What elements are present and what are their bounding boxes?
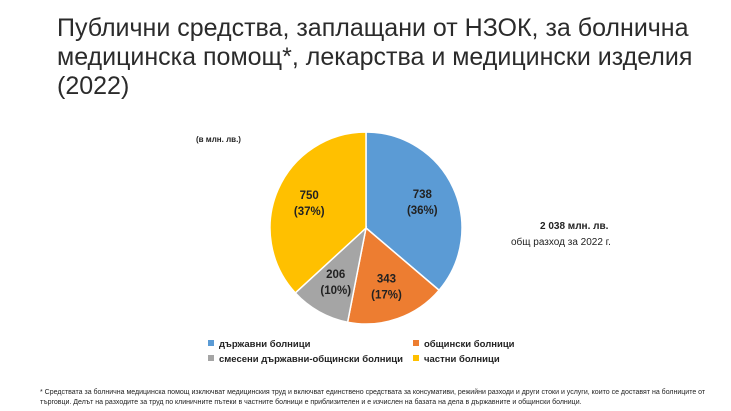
legend-swatch [413,355,419,361]
units-note: (в млн. лв.) [196,135,241,144]
legend-swatch [413,340,419,346]
legend-item-municipal-hospitals: общински болници [413,339,515,350]
pie-value-label: 343 [377,274,396,286]
footnote: * Средствата за болнична медицинска помо… [40,389,706,406]
pie-data-labels: 738 (36%) 343 (17%) 206 (10%) 750 (37%) [294,189,438,302]
legend-label: смесени държавни-общински болници [219,354,403,365]
pie-percent-label: (17%) [371,290,402,302]
pie-slice-state-hospitals [365,131,463,292]
legend-label: общински болници [424,339,515,350]
legend-item-state-hospitals: държавни болници [208,339,310,350]
legend-swatch [208,355,214,361]
pie-percent-label: (36%) [407,205,438,217]
pie-slices [269,131,463,325]
pie-slice-municipal-hospitals [346,226,441,325]
legend-item-mixed-hospitals: смесени държавни-общински болници [208,354,403,365]
legend-label: частни болници [424,354,500,365]
pie-percent-label: (10%) [320,285,351,297]
total-label: общ разход за 2022 г. [511,237,611,248]
total-value: 2 038 млн. лв. [540,221,609,232]
pie-percent-label: (37%) [294,206,325,218]
legend-label: държавни болници [219,339,311,350]
pie-slice-private-hospitals [269,131,367,294]
pie-value-label: 750 [300,190,319,202]
legend-swatch [208,340,214,346]
slide-title: Публични средства, заплащани от НЗОК, за… [57,14,693,100]
pie-value-label: 738 [413,189,433,201]
legend-item-private-hospitals: частни болници [413,354,500,365]
pie-value-label: 206 [326,269,345,281]
